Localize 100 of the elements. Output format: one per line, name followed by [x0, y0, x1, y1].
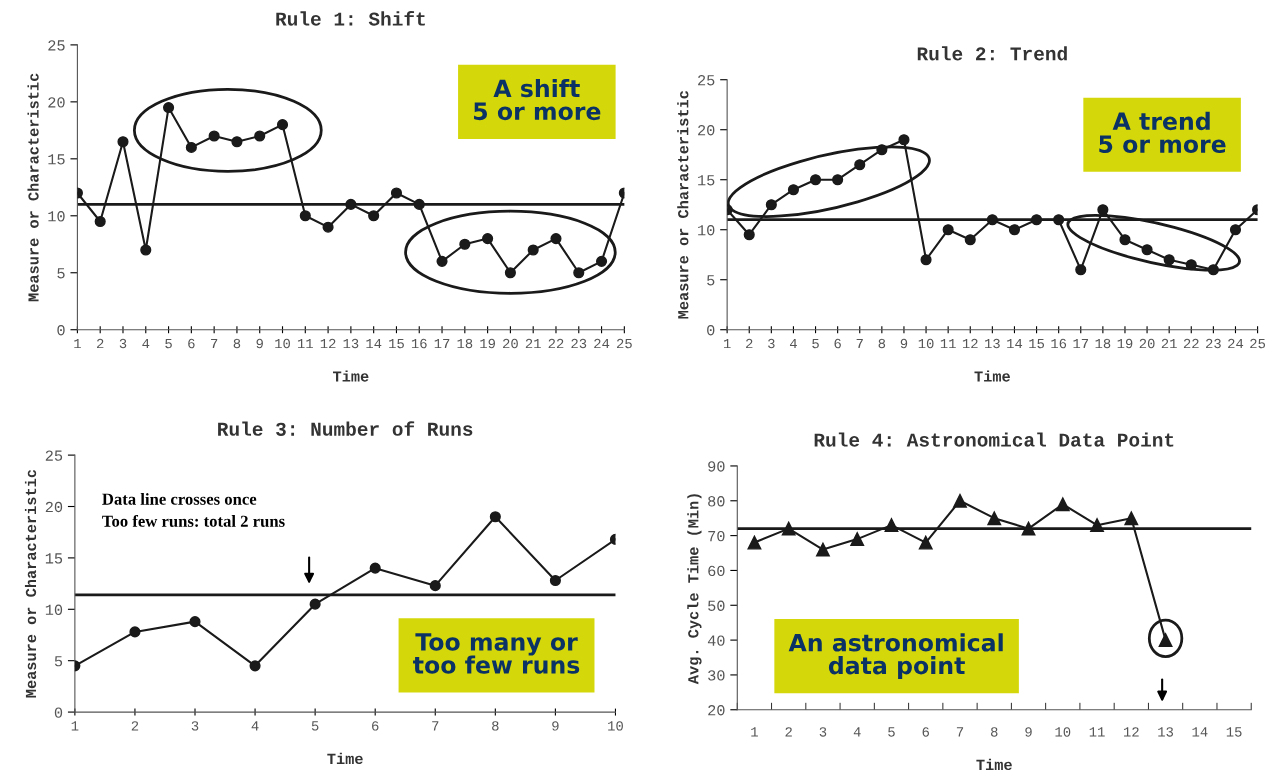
point [163, 101, 175, 114]
y-axis-title: Measure or Characteristic [27, 73, 39, 302]
point [816, 542, 830, 557]
point [850, 532, 865, 547]
x-tick-label: 12 [962, 338, 978, 349]
x-tick-label: 7 [211, 338, 218, 349]
x-tick-label: 3 [819, 727, 827, 737]
point [140, 244, 152, 256]
x-tick-label: 18 [1095, 338, 1111, 349]
x-tick-label: 10 [918, 338, 934, 349]
point [854, 159, 866, 171]
point [747, 535, 762, 550]
x-tick-label: 9 [1025, 727, 1032, 737]
x-tick-label: 1 [71, 721, 79, 731]
x-tick-label: 13 [1158, 727, 1174, 737]
x-tick-label: 6 [834, 338, 841, 349]
point [390, 187, 403, 199]
point [1031, 214, 1043, 226]
point [345, 198, 357, 210]
point [1053, 214, 1065, 226]
point [208, 130, 220, 142]
y-tick-label: 15 [48, 154, 65, 165]
y-tick-label: 5 [54, 656, 63, 667]
y-tick-label: 25 [45, 450, 63, 461]
x-tick-label: 10 [608, 721, 623, 731]
x-tick-label: 9 [900, 338, 908, 349]
point [429, 580, 441, 592]
x-tick-label: 14 [366, 338, 382, 349]
x-tick-label: 6 [188, 338, 195, 349]
x-tick-label: 11 [940, 338, 956, 349]
point [1090, 518, 1104, 533]
point [549, 574, 561, 587]
x-tick-label: 7 [856, 338, 863, 349]
y-tick-label: 90 [708, 461, 725, 472]
x-tick-label: 13 [343, 338, 359, 349]
x-tick-label: 11 [1089, 727, 1105, 737]
point [765, 199, 777, 211]
annotation: A trend 5 or more [1099, 111, 1226, 153]
point [189, 616, 201, 628]
y-tick-label: 0 [54, 707, 63, 718]
x-tick-label: 17 [1073, 338, 1089, 349]
point [942, 224, 954, 236]
x-tick-label: 5 [311, 721, 319, 731]
point [953, 493, 967, 508]
point [527, 244, 539, 256]
point [504, 267, 516, 279]
x-tick-label: 15 [1226, 727, 1242, 737]
x-axis-title: Time [333, 370, 369, 382]
x-tick-label: 25 [1250, 338, 1266, 349]
point [1021, 521, 1036, 536]
x-tick-label: 24 [594, 338, 610, 349]
x-tick-label: 5 [165, 338, 172, 349]
point [1055, 497, 1070, 512]
x-tick-label: 22 [548, 338, 564, 349]
point [309, 598, 321, 610]
x-tick-label: 2 [131, 721, 139, 731]
x-tick-label: 6 [922, 727, 929, 737]
point [231, 136, 243, 148]
point [832, 174, 844, 186]
y-tick-label: 25 [698, 75, 715, 86]
x-tick-label: 1 [74, 338, 81, 349]
point [489, 511, 501, 523]
point [369, 562, 381, 574]
x-tick-label: 22 [1183, 338, 1199, 349]
point [884, 518, 899, 533]
point [413, 198, 425, 210]
x-tick-label: 19 [1117, 338, 1133, 349]
y-tick-label: 30 [708, 670, 725, 681]
x-tick-label: 3 [768, 338, 775, 349]
y-tick-label: 10 [48, 211, 65, 222]
x-tick-label: 15 [1029, 338, 1045, 349]
y-tick-label: 10 [698, 225, 715, 236]
x-tick-label: 20 [503, 338, 518, 349]
x-tick-label: 3 [119, 338, 127, 349]
point [1097, 204, 1109, 216]
x-tick-label: 23 [571, 338, 587, 349]
y-tick-label: 20 [48, 97, 65, 108]
point [918, 535, 933, 550]
annotation: Too many or too few runs [413, 633, 580, 674]
x-tick-label: 7 [432, 721, 439, 731]
annotation: An astronomical data point [788, 633, 1003, 679]
x-tick-label: 17 [434, 338, 450, 349]
point [1124, 511, 1139, 526]
annotation: Data line crosses once Too few runs: total 2 runs [102, 493, 285, 527]
point [743, 229, 755, 241]
x-tick-label: 16 [1051, 338, 1067, 349]
x-tick-label: 15 [389, 338, 404, 349]
x-tick-label: 9 [552, 721, 559, 731]
y-tick-label: 50 [708, 600, 725, 611]
point [809, 174, 822, 186]
x-tick-label: 8 [233, 338, 241, 349]
x-tick-label: 4 [142, 338, 150, 349]
point [276, 119, 289, 131]
point [1119, 234, 1131, 246]
point [986, 214, 998, 226]
point [117, 136, 129, 148]
point [1229, 224, 1242, 236]
y-tick-label: 20 [45, 501, 63, 513]
x-tick-label: 19 [480, 338, 495, 349]
point [596, 255, 608, 267]
